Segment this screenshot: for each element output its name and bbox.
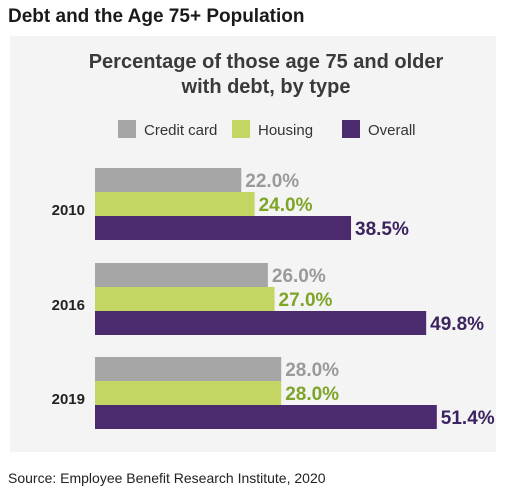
chart-bars: 2010 22.0% 24.0% 38.5% 2016 26.0% 27.0% 49.8% 20… <box>52 168 495 429</box>
bar-credit-card-2010 <box>95 168 242 192</box>
page-header: Debt and the Age 75+ Population <box>8 6 305 27</box>
category-label-2016: 2016 <box>52 297 85 314</box>
data-label-housing-2019: 28.0% <box>285 384 339 405</box>
legend-swatch-housing <box>232 120 250 138</box>
bar-housing-2019 <box>95 381 282 405</box>
source-note: Source: Employee Benefit Research Instit… <box>8 470 326 486</box>
legend-label-overall: Overall <box>368 122 416 139</box>
chart-title-line-1: Percentage of those age 75 and older <box>89 51 444 73</box>
data-label-housing-2016: 27.0% <box>279 290 333 311</box>
data-label-housing-2010: 24.0% <box>259 195 313 216</box>
bar-credit-card-2016 <box>95 263 268 287</box>
bar-housing-2010 <box>95 192 255 216</box>
bar-credit-card-2019 <box>95 357 282 381</box>
chart-legend: Credit card Housing Overall <box>118 120 416 139</box>
category-label-2019: 2019 <box>52 391 85 408</box>
legend-swatch-overall <box>342 120 360 138</box>
data-label-overall-2019: 51.4% <box>441 408 495 429</box>
data-label-credit-card-2016: 26.0% <box>272 266 326 287</box>
data-label-credit-card-2010: 22.0% <box>245 171 299 192</box>
bar-overall-2010 <box>95 216 352 240</box>
bar-overall-2016 <box>95 311 427 335</box>
legend-label-credit-card: Credit card <box>144 122 217 139</box>
bar-housing-2016 <box>95 287 275 311</box>
legend-label-housing: Housing <box>258 122 313 139</box>
data-label-overall-2016: 49.8% <box>430 314 484 335</box>
bar-overall-2019 <box>95 405 437 429</box>
legend-swatch-credit-card <box>118 120 136 138</box>
category-label-2010: 2010 <box>52 202 85 219</box>
chart-title-line-2: with debt, by type <box>181 76 351 98</box>
data-label-credit-card-2019: 28.0% <box>285 360 339 381</box>
data-label-overall-2010: 38.5% <box>355 219 409 240</box>
